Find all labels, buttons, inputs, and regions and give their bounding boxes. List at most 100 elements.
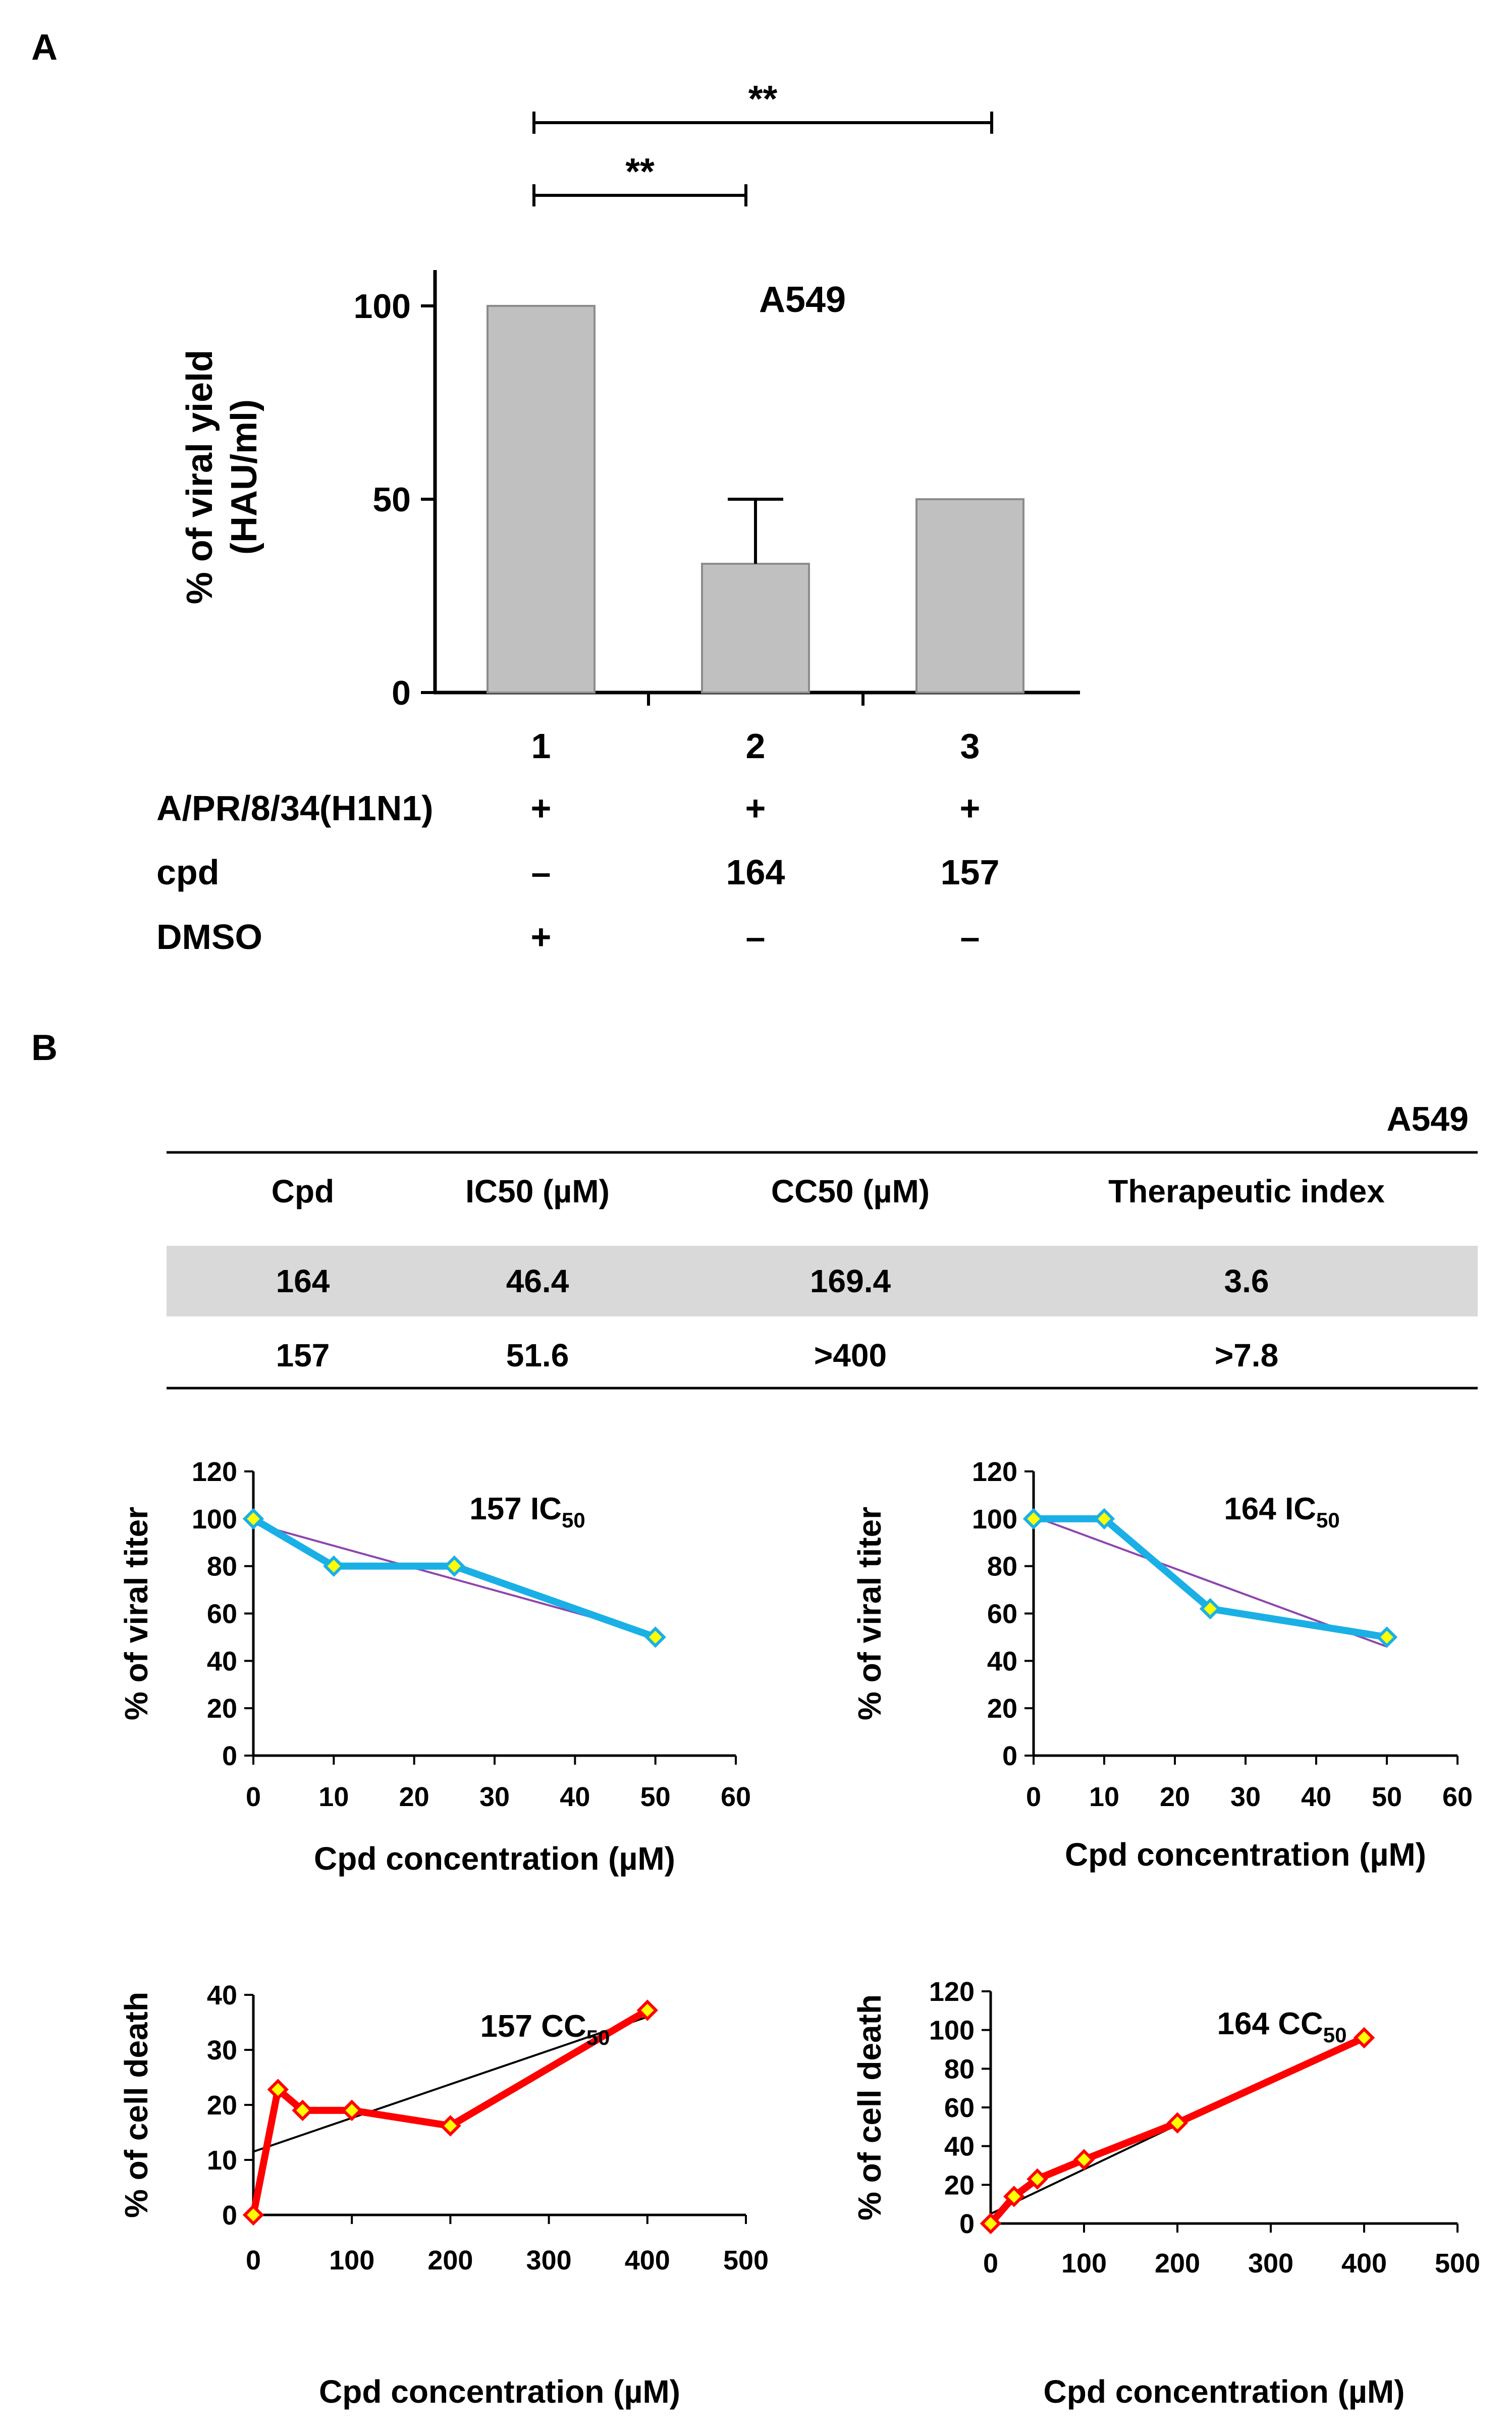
y-tick-label: 80 bbox=[944, 2054, 975, 2084]
cell-virus: + bbox=[745, 788, 766, 828]
table-cell: 164 bbox=[276, 1263, 330, 1299]
table-cell: 157 bbox=[276, 1337, 330, 1373]
data-point bbox=[1199, 1598, 1221, 1620]
x-tick-label: 500 bbox=[1435, 2248, 1480, 2279]
y-tick-label: 40 bbox=[207, 1980, 237, 2010]
x-tick-label: 20 bbox=[1160, 1782, 1190, 1812]
y-axis-label: % of viral titer bbox=[118, 1507, 154, 1720]
y-tick-label: 50 bbox=[372, 481, 411, 519]
y-tick-label: 20 bbox=[207, 2090, 237, 2121]
chart-title: 157 CC50 bbox=[480, 2009, 610, 2049]
x-axis-label: Cpd concentration (µM) bbox=[314, 1840, 675, 1877]
x-tick-label: 40 bbox=[560, 1782, 590, 1812]
x-tick-label: 0 bbox=[246, 1782, 261, 1812]
y-tick-label: 60 bbox=[207, 1599, 237, 1629]
x-tick-label: 300 bbox=[526, 2245, 572, 2276]
y-tick-label: 40 bbox=[944, 2132, 975, 2162]
cell-cpd: 157 bbox=[941, 853, 1000, 892]
y-tick-label: 0 bbox=[222, 2200, 237, 2231]
cell-dmso: – bbox=[746, 917, 766, 957]
cell-dmso: – bbox=[960, 917, 980, 957]
table-header: IC50 (µM) bbox=[465, 1173, 610, 1209]
data-point bbox=[980, 2212, 1002, 2235]
table-header: Therapeutic index bbox=[1108, 1173, 1385, 1209]
line-chart-157-ic50: 0 20 40 60 80 100 120 0 10 20 30 40 50 60 157 IC50 Cpd … bbox=[118, 1457, 751, 1877]
table-cell: >7.8 bbox=[1215, 1337, 1278, 1373]
table-cell: 3.6 bbox=[1224, 1263, 1269, 1299]
y-tick-label: 20 bbox=[987, 1694, 1017, 1724]
table-row-shade bbox=[167, 1246, 1478, 1316]
y-axis-label: % of cell death bbox=[118, 1992, 154, 2218]
table-cell: >400 bbox=[814, 1337, 887, 1373]
table-header: CC50 (µM) bbox=[771, 1173, 930, 1209]
chart-title: A549 bbox=[759, 280, 846, 320]
y-tick-label: 0 bbox=[1002, 1741, 1017, 1771]
y-tick-label: 10 bbox=[207, 2145, 237, 2176]
x-axis-label: Cpd concentration (µM) bbox=[1065, 1836, 1426, 1873]
table-cell: 51.6 bbox=[506, 1337, 569, 1373]
y-tick-label: 120 bbox=[192, 1457, 237, 1487]
cell-virus: + bbox=[531, 788, 552, 828]
x-tick-label: 100 bbox=[329, 2245, 374, 2276]
series-line bbox=[1034, 1515, 1388, 1641]
data-point bbox=[292, 2099, 313, 2122]
data-point bbox=[636, 1999, 659, 2021]
table-cell: 46.4 bbox=[506, 1263, 569, 1299]
x-tick-label: 500 bbox=[723, 2245, 769, 2276]
y-axis-label: % of viral yield (HAU/ml) bbox=[180, 350, 264, 604]
results-table: A549 Cpd IC50 (µM) CC50 (µM) Therapeutic… bbox=[167, 1100, 1478, 1390]
y-axis-label: % of viral titer bbox=[851, 1507, 888, 1720]
cell-cpd: 164 bbox=[726, 853, 785, 892]
y-tick-label: 30 bbox=[207, 2035, 237, 2066]
chart-title: 164 IC50 bbox=[1224, 1492, 1339, 1532]
data-point bbox=[323, 1555, 345, 1577]
y-tick-label: 100 bbox=[929, 2016, 975, 2046]
panel-b-label: B bbox=[31, 1028, 58, 1068]
data-point bbox=[1376, 1626, 1398, 1648]
trendline bbox=[253, 2016, 648, 2153]
x-tick-label: 10 bbox=[318, 1782, 349, 1812]
x-tick-label: 400 bbox=[625, 2245, 670, 2276]
row-label-dmso: DMSO bbox=[156, 917, 262, 957]
data-point bbox=[440, 2115, 461, 2137]
chart-title: 164 CC50 bbox=[1217, 2006, 1347, 2047]
x-tick-label: 50 bbox=[640, 1782, 671, 1812]
data-point bbox=[1093, 1508, 1115, 1530]
y-axis-label: % of cell death bbox=[851, 1994, 888, 2220]
x-tick-label: 400 bbox=[1341, 2248, 1387, 2279]
x-tick-label: 60 bbox=[721, 1782, 751, 1812]
lane-number: 1 bbox=[531, 726, 551, 766]
bar bbox=[915, 498, 1024, 694]
y-tick-label: 80 bbox=[987, 1552, 1017, 1582]
y-tick-label: 60 bbox=[987, 1599, 1017, 1629]
y-tick-label: 20 bbox=[944, 2170, 975, 2200]
lane-number: 2 bbox=[746, 726, 766, 766]
data-point bbox=[1022, 1508, 1045, 1530]
cell-dmso: + bbox=[531, 917, 552, 957]
cell-cpd: – bbox=[531, 853, 551, 892]
y-tick-label: 40 bbox=[207, 1646, 237, 1676]
x-axis-label: Cpd concentration (µM) bbox=[1044, 2373, 1405, 2410]
line-chart-164-cc50: 0 20 40 60 80 100 120 0 100 200 300 400 500 164 CC50 C… bbox=[851, 1977, 1480, 2410]
data-point bbox=[1166, 2112, 1189, 2134]
data-point bbox=[242, 2204, 264, 2226]
chart-title: 157 IC50 bbox=[469, 1492, 585, 1532]
x-tick-label: 200 bbox=[1155, 2248, 1200, 2279]
x-tick-label: 30 bbox=[479, 1782, 510, 1812]
data-point bbox=[1353, 2027, 1375, 2049]
panel-a-label: A bbox=[31, 27, 58, 68]
lane-number: 3 bbox=[960, 726, 980, 766]
y-tick-label: 100 bbox=[192, 1504, 237, 1535]
y-tick-label: 120 bbox=[929, 1977, 975, 2007]
bar bbox=[487, 305, 596, 694]
series-line bbox=[250, 2007, 650, 2216]
condition-table: 1 2 3 A/PR/8/34(H1N1) + + + cpd – 164 15… bbox=[156, 726, 999, 957]
y-tick-label: 0 bbox=[959, 2209, 975, 2239]
y-tick-label: 40 bbox=[987, 1646, 1017, 1676]
table-cell-line: A549 bbox=[1386, 1100, 1469, 1138]
x-tick-label: 0 bbox=[246, 2245, 261, 2276]
x-axis-label: Cpd concentration (µM) bbox=[319, 2373, 680, 2410]
x-tick-label: 300 bbox=[1248, 2248, 1293, 2279]
x-tick-label: 20 bbox=[399, 1782, 429, 1812]
